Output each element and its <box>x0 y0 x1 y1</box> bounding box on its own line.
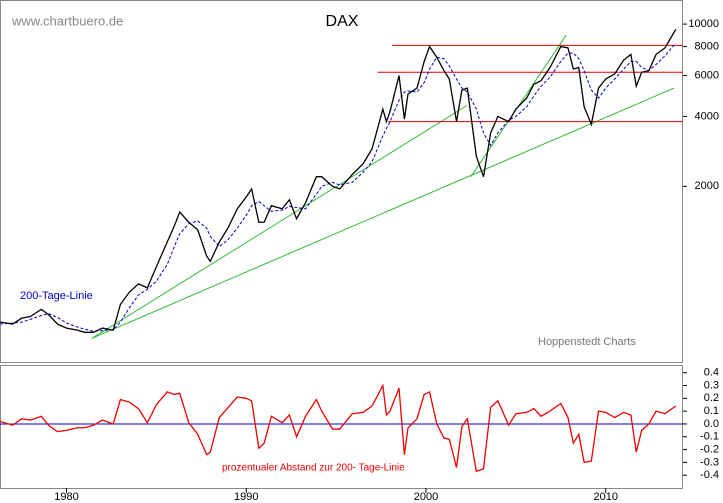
y-tick-label: 0.4 <box>704 367 719 379</box>
x-tick-label: 2010 <box>593 491 617 503</box>
chart-title: DAX <box>326 13 359 30</box>
y-tick-label: 0.2 <box>704 392 719 404</box>
x-tick-label: 2000 <box>414 491 438 503</box>
watermark: www.chartbuero.de <box>11 13 123 28</box>
y-tick-label: 4000 <box>695 110 719 122</box>
trendline <box>91 104 468 339</box>
main-frame <box>0 0 683 363</box>
y-tick-label: -0.2 <box>700 443 719 455</box>
y-tick-label: -0.1 <box>700 431 719 443</box>
y-tick-label: -0.3 <box>700 456 719 468</box>
legend-label: 200-Tage-Linie <box>20 290 93 302</box>
legend-label: prozentualer Abstand zur 200- Tage-Linie <box>222 463 405 474</box>
series-line <box>0 383 677 473</box>
lower-frame <box>0 365 683 489</box>
y-tick-label: 10000 <box>688 18 719 30</box>
y-tick-label: 0.1 <box>704 405 719 417</box>
y-tick-label: 2000 <box>695 180 719 192</box>
series-line <box>0 28 677 333</box>
y-tick-label: 8000 <box>695 40 719 52</box>
x-tick-label: 1980 <box>54 491 78 503</box>
trendline <box>91 87 675 339</box>
series-line <box>0 42 677 332</box>
y-tick-label: -0.4 <box>700 469 719 481</box>
source-note: Hoppenstedt Charts <box>538 336 636 348</box>
y-tick-label: 6000 <box>695 69 719 81</box>
y-tick-label: 0.0 <box>704 418 719 430</box>
x-tick-label: 1990 <box>234 491 258 503</box>
y-tick-label: 0.3 <box>704 379 719 391</box>
